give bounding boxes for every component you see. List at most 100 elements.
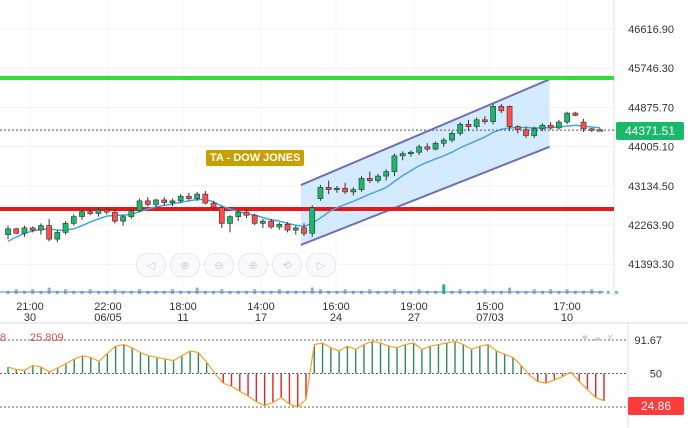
x-tick-date: 27 [408,312,420,324]
heart-icon[interactable]: ♥ [582,333,588,344]
candle-body [416,146,422,153]
candle-body [399,153,406,157]
x-tick-time: 21:00 [16,301,44,313]
volume-bar [508,287,512,294]
candle-body [169,200,176,203]
candle-body [284,223,291,231]
indicator-line [7,340,605,408]
speaker-right-icon[interactable]: ▷ [306,253,336,277]
candle-body [227,216,233,224]
candle-body [202,193,209,204]
candle-body [38,225,44,231]
candle-body [79,211,85,217]
close-icon[interactable]: ✕ [605,333,615,344]
y-tick-label: 44875.70 [628,102,674,114]
zoom-out-icon[interactable]: ⊖ [204,253,234,277]
x-tick-time: 17:00 [553,301,581,313]
speaker-left-icon[interactable]: ◁ [136,253,166,277]
indicator-tick-label: 91.67 [634,335,662,347]
x-tick-date: 17 [255,312,267,324]
candle-body [523,129,529,136]
candle-body [580,121,587,130]
candle-body [383,171,390,177]
candle-body [309,207,316,234]
candle-body [432,142,439,150]
candle-body [186,196,192,199]
y-tick-label: 46616.90 [628,24,674,36]
indicator-value-label: 25.809 [30,332,64,344]
candle-body [350,189,357,193]
indicator-axis: 91.67 50 [634,335,662,381]
candle-body [128,210,135,217]
candle-body [21,227,28,234]
candle-body [276,223,283,228]
candle-body [408,151,414,155]
candle-body [457,124,464,134]
candle-body [465,124,472,127]
candle-body [292,227,299,231]
indicator-pane-icons: ♥ ☁ ✕ [582,333,614,344]
indicator-tick-label: 50 [650,369,662,381]
candle-body [112,211,118,222]
candle-body [473,119,480,127]
volume-bar [606,290,610,294]
zoom-in-icon[interactable]: ⊕ [170,253,200,277]
candle-body [5,228,11,235]
candle-body [260,220,266,224]
chart-title-badge: TA - DOW JONES [206,150,305,166]
y-tick-label: 45746.30 [628,63,674,75]
indicator-histogram [7,341,605,408]
cloud-icon[interactable]: ☁ [591,333,602,344]
volume-bar [310,287,314,294]
candle-body [120,216,126,222]
candle-body [54,232,61,240]
x-tick-time: 22:00 [94,301,122,313]
candle-body [325,187,332,190]
y-tick-label: 41393.30 [628,259,674,271]
candle-body [564,112,570,123]
candle-body [449,133,455,141]
x-tick-time: 16:00 [322,301,350,313]
candle-body [62,223,69,233]
indicator-line-path [7,340,605,408]
candle-body [301,227,307,234]
candle-body [153,199,159,205]
candle-body [46,225,52,240]
candle-body [391,155,398,172]
volume-bars [0,284,618,294]
x-tick-time: 14:00 [247,301,275,313]
candlestick-series [5,104,603,243]
indicator-pane: 91.67 50 [0,322,688,428]
volume-bar [614,290,618,294]
candle-body [358,178,365,190]
candle-body [514,126,521,131]
x-tick-time: 15:00 [476,301,504,313]
zoom-plus-icon[interactable]: ⊕ [238,253,268,277]
x-tick-date: 30 [24,312,36,324]
zoom-reset-icon[interactable]: ⟲ [272,253,302,277]
candle-body [531,128,538,136]
x-tick-date: 10 [561,312,573,324]
candle-body [375,175,381,181]
chart-toolbar: ◁ ⊕ ⊖ ⊕ ⟲ ▷ [136,253,336,277]
x-tick-date: 07/03 [476,312,504,324]
candle-body [87,211,94,214]
candle-body [13,228,20,234]
candle-body [268,220,274,228]
x-tick-time: 19:00 [400,301,428,313]
candle-body [539,124,546,130]
candle-body [177,196,184,202]
candle-body [498,106,505,112]
x-tick-date: 24 [330,312,342,324]
y-tick-label: 42263.90 [628,220,674,232]
candle-body [29,227,36,231]
candle-body [482,119,488,122]
candle-body [218,207,225,224]
candle-body [144,200,151,205]
candle-body [136,200,143,212]
channel-lower-line [300,145,550,246]
candle-body [103,209,110,213]
candle-body [424,146,431,150]
